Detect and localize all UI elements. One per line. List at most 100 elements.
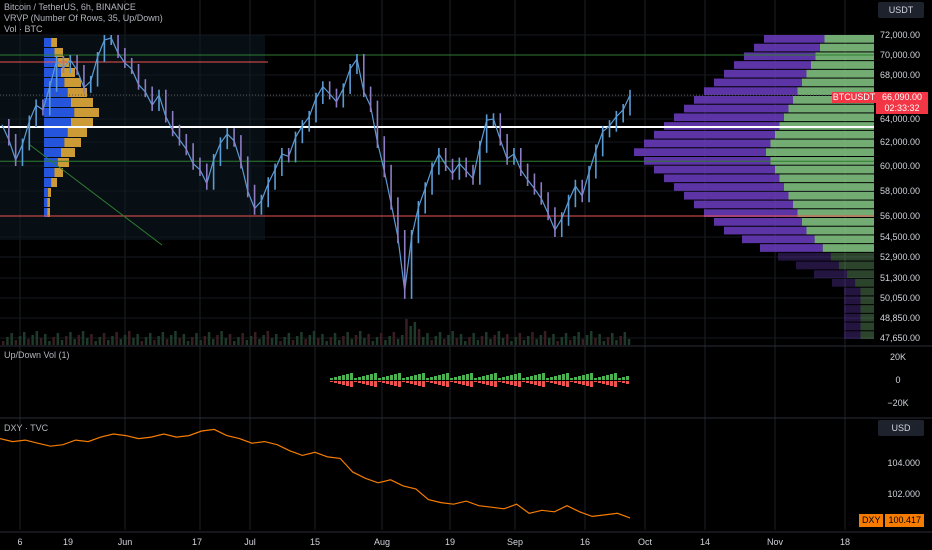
legend-vrvp: VRVP (Number Of Rows, 35, Up/Down) (4, 13, 163, 23)
vrvp-down-bar-13 (634, 148, 766, 156)
updown-down-bar-61 (574, 381, 577, 383)
updown-up-bar-41 (494, 373, 497, 380)
updown-down-bar-36 (474, 381, 477, 382)
volume-bar-111 (468, 337, 471, 345)
vrvp-down-bar-21 (714, 218, 802, 226)
left-profile-down-13 (54, 168, 63, 177)
updown-up-bar-74 (626, 376, 629, 380)
btc-y-tick-13: 48,850.00 (880, 313, 920, 323)
updown-up-bar-47 (518, 373, 521, 380)
left-profile-up-11 (44, 148, 62, 157)
left-profile-down-0 (51, 38, 57, 47)
vrvp-down-bar-30 (844, 296, 861, 305)
volume-bar-29 (123, 335, 127, 345)
vrvp-up-bar-3 (811, 61, 874, 69)
updown-up-bar-26 (434, 376, 437, 380)
updown-up-bar-17 (398, 373, 401, 380)
volume-bar-134 (564, 333, 568, 345)
volume-bar-122 (514, 337, 517, 345)
volume-bar-62 (262, 335, 265, 345)
volume-bar-98 (413, 322, 417, 345)
updown-down-bar-55 (550, 381, 553, 383)
volume-bar-99 (417, 329, 421, 345)
x-tick-13: 18 (840, 537, 850, 547)
btc-y-tick-4: 64,000.00 (880, 114, 920, 124)
left-profile-up-12 (44, 158, 58, 167)
updown-up-bar-3 (342, 375, 345, 380)
volume-bar-86 (363, 338, 366, 345)
left-profile-up-13 (44, 168, 55, 177)
left-profile-down-7 (74, 108, 99, 117)
updown-up-bar-44 (506, 376, 509, 380)
updown-up-bar-4 (346, 374, 349, 380)
updown-down-bar-37 (478, 381, 481, 383)
vrvp-up-bar-32 (860, 313, 874, 322)
updown-down-bar-21 (414, 381, 417, 385)
volume-bar-53 (224, 338, 228, 345)
updown-up-bar-56 (554, 376, 557, 380)
volume-bar-3 (14, 340, 18, 345)
volume-bar-61 (258, 339, 261, 345)
legend-symbol: Bitcoin / TetherUS, 6h, BINANCE (4, 2, 136, 12)
updown-down-bar-10 (370, 381, 373, 386)
vrvp-up-bar-16 (779, 174, 874, 183)
updown-down-bar-32 (458, 381, 461, 384)
vrvp-down-bar-22 (724, 226, 807, 235)
volume-bar-103 (434, 336, 438, 345)
x-tick-12: Nov (767, 537, 784, 547)
updown-up-bar-2 (338, 376, 341, 380)
updown-down-bar-57 (558, 381, 561, 385)
volume-bar-147 (619, 336, 622, 345)
volume-bar-115 (485, 332, 488, 345)
updown-up-bar-62 (578, 376, 581, 380)
vrvp-down-bar-15 (654, 165, 775, 174)
volume-bar-87 (367, 334, 370, 345)
x-tick-3: 17 (192, 537, 202, 547)
left-profile-down-8 (70, 118, 93, 127)
updown-down-bar-31 (454, 381, 457, 383)
updown-up-bar-46 (514, 374, 517, 380)
volume-bar-19 (81, 331, 85, 345)
volume-bar-114 (480, 336, 484, 345)
volume-bar-137 (577, 332, 580, 345)
legend-updown-vol: Up/Down Vol (1) (4, 350, 70, 360)
volume-bar-106 (447, 335, 450, 345)
last-price-value: 66,090.00 (881, 92, 923, 102)
volume-bar-11 (48, 341, 51, 345)
updown-down-bar-0 (330, 381, 333, 382)
updown-up-bar-7 (358, 377, 361, 380)
updown-down-bar-29 (446, 381, 449, 387)
vrvp-down-bar-34 (844, 331, 861, 339)
price-axis-unit-usd[interactable]: USD (878, 420, 924, 436)
volume-bar-132 (556, 341, 559, 345)
x-tick-10: Oct (638, 537, 653, 547)
volume-bar-149 (627, 339, 631, 345)
vrvp-up-bar-19 (793, 200, 874, 209)
left-profile-up-10 (44, 138, 65, 147)
updown-up-bar-37 (478, 377, 481, 380)
updown-up-bar-68 (602, 376, 605, 380)
left-profile-down-4 (64, 78, 81, 87)
volume-bar-129 (543, 331, 547, 345)
vrvp-up-bar-1 (820, 43, 874, 52)
updown-up-bar-22 (418, 374, 421, 380)
volume-bar-34 (144, 337, 148, 345)
updown-up-bar-10 (370, 374, 373, 380)
updown-down-bar-48 (522, 381, 525, 382)
updown-down-bar-35 (470, 381, 473, 387)
btc-y-tick-9: 54,500.00 (880, 232, 920, 242)
vrvp-down-bar-31 (844, 305, 861, 313)
updown-up-bar-65 (590, 373, 593, 380)
price-axis-unit-usdt[interactable]: USDT (878, 2, 924, 18)
updown-up-bar-20 (410, 376, 413, 380)
updown-down-bar-12 (378, 381, 381, 382)
volume-bar-72 (304, 339, 307, 345)
vrvp-up-bar-31 (860, 305, 874, 313)
updown-down-bar-68 (602, 381, 605, 384)
vrvp-down-bar-8 (684, 104, 789, 113)
vrvp-up-bar-30 (860, 296, 874, 305)
volume-bar-58 (245, 340, 249, 345)
updown-down-bar-14 (386, 381, 389, 384)
x-tick-2: Jun (118, 537, 133, 547)
